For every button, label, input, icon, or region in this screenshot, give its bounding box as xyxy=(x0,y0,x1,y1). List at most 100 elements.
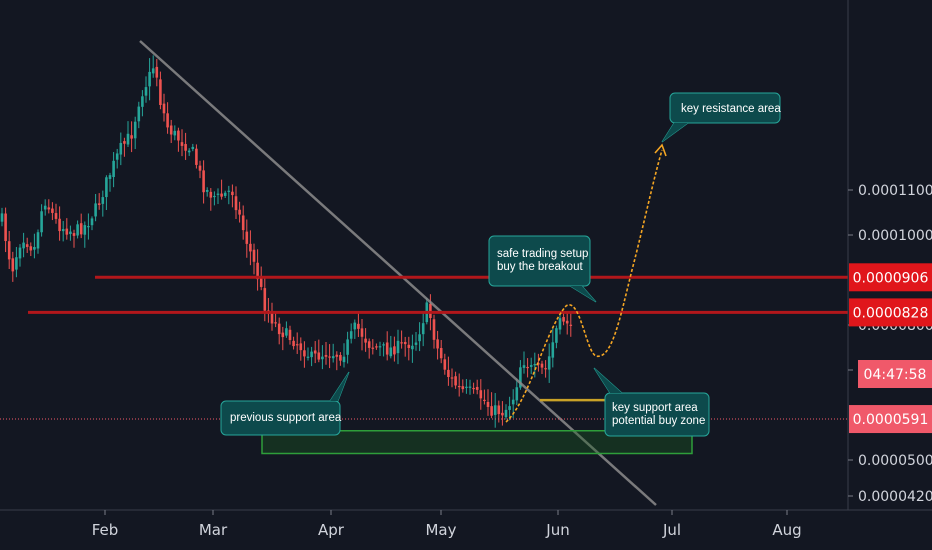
candle-body xyxy=(169,125,173,135)
candle-body xyxy=(259,278,263,287)
candle-body xyxy=(403,341,407,345)
candle-body xyxy=(126,133,130,145)
candle-body xyxy=(148,71,151,87)
candle-body xyxy=(231,191,234,196)
candles xyxy=(0,55,573,428)
candle-body xyxy=(155,66,159,78)
candle-body xyxy=(112,160,115,178)
candle-body xyxy=(195,148,198,165)
candle-body xyxy=(436,339,439,349)
candle-body xyxy=(457,385,461,388)
candle-body xyxy=(47,207,51,210)
candle-body xyxy=(18,247,22,259)
candle-body xyxy=(357,323,360,329)
candle-body xyxy=(439,348,443,359)
candle-body xyxy=(205,189,209,192)
candle-body xyxy=(108,175,112,179)
candle-body xyxy=(378,346,382,348)
candle-body xyxy=(256,262,259,280)
candle-body xyxy=(270,312,274,324)
x-tick-label: Apr xyxy=(318,521,345,539)
candle-body xyxy=(252,249,256,262)
candle-body xyxy=(4,213,7,242)
candle-body xyxy=(33,246,36,250)
candle-body xyxy=(0,213,4,222)
candle-body xyxy=(61,229,65,232)
price-tag-box xyxy=(849,298,932,327)
drawings xyxy=(0,40,848,506)
price-tag-label: 0.0000906 xyxy=(853,270,929,286)
candle-body xyxy=(569,324,573,326)
candle-body xyxy=(40,211,43,233)
y-tick-label: 0.0001100 xyxy=(858,183,932,199)
candle-body xyxy=(353,322,357,330)
candle-body xyxy=(533,364,537,366)
y-tick-label: 0.0000420 xyxy=(858,489,932,505)
candle-body xyxy=(346,339,349,355)
candle-body xyxy=(105,177,108,198)
candle-body xyxy=(234,196,238,211)
candle-body xyxy=(421,323,425,335)
candle-body xyxy=(144,87,148,96)
candle-body xyxy=(162,103,166,114)
candle-body xyxy=(177,130,180,141)
candle-body xyxy=(504,409,508,418)
candle-body xyxy=(288,329,292,341)
candle-body xyxy=(522,365,526,368)
candle-body xyxy=(313,350,317,354)
candle-body xyxy=(515,387,519,401)
candle-body xyxy=(493,405,497,415)
candle-body xyxy=(87,226,90,228)
projection-path xyxy=(505,149,663,423)
candle-body xyxy=(15,257,18,270)
candle-body xyxy=(11,258,15,272)
candle-body xyxy=(544,368,547,370)
candle-body xyxy=(411,345,414,350)
candle-body xyxy=(7,241,11,260)
support-zone xyxy=(261,430,693,455)
candle-body xyxy=(184,144,187,151)
candle-body xyxy=(209,191,213,198)
candle-body xyxy=(382,344,385,346)
candle-body xyxy=(119,142,123,155)
price-tag-box xyxy=(858,360,932,388)
candle-body xyxy=(130,135,133,139)
candle-body xyxy=(447,369,450,378)
x-tick-label: Aug xyxy=(772,521,801,539)
callout-text-line: potential buy zone xyxy=(612,415,705,427)
callout-box xyxy=(220,400,341,436)
candle-body xyxy=(529,365,533,367)
candle-body xyxy=(223,192,227,196)
price-tag-label: 0.0000591 xyxy=(853,412,929,428)
candle-body xyxy=(324,355,328,357)
x-tick-label: Jun xyxy=(545,521,569,539)
candle-body xyxy=(339,355,342,361)
callout-text-line: key support area xyxy=(612,402,698,414)
candle-body xyxy=(501,412,504,416)
candle-body xyxy=(450,377,454,379)
callouts: key resistance area safe trading setupbuy… xyxy=(220,92,781,437)
candle-body xyxy=(303,350,306,357)
candle-body xyxy=(166,113,169,128)
candle-body xyxy=(97,203,101,205)
candle-body xyxy=(486,401,490,407)
candle-body xyxy=(565,320,569,324)
candle-body xyxy=(277,323,281,335)
candle-body xyxy=(310,351,313,358)
candle-body xyxy=(90,218,94,226)
candle-body xyxy=(490,406,493,416)
x-tick-label: Mar xyxy=(199,521,228,539)
candle-body xyxy=(497,405,501,415)
callout-tail-fill xyxy=(330,372,349,401)
callout-tail-fill xyxy=(662,123,688,142)
price-tags: 0.0000906 0.0000828 0.0000591 04:47:58 xyxy=(849,263,932,434)
candle-body xyxy=(555,328,558,343)
candle-body xyxy=(65,228,69,235)
candle-body xyxy=(263,288,267,311)
candle-body xyxy=(79,223,83,235)
candle-body xyxy=(213,195,216,198)
candle-body xyxy=(151,68,155,74)
